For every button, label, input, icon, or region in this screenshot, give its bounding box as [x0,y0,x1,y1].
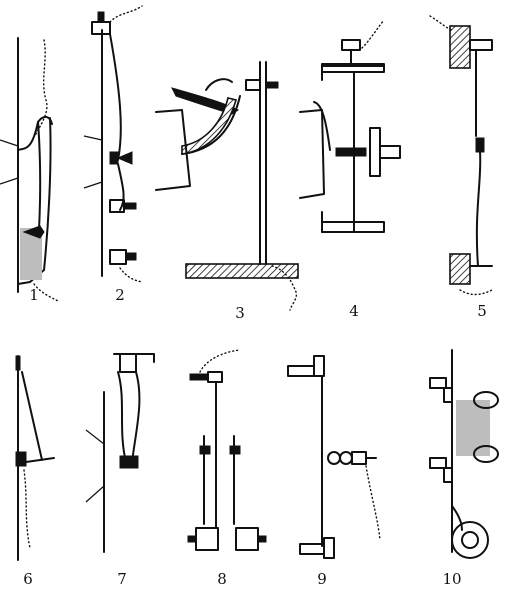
figure-2: 2 [83,5,143,304]
fig4-weight-disc [369,127,381,177]
figure-5: 5 [429,15,493,320]
fig3-clamp [245,79,261,91]
fig2-carbon-point [116,151,133,165]
fig4-lead-wire-top [361,19,385,49]
fig10-top-post [443,387,453,403]
fig5-lead-wire-bottom [459,289,493,296]
fig9-top-bracket [287,365,315,377]
fig4-lead-wire [313,101,331,151]
fig5-top-block [449,25,471,69]
figure-7: 7 [85,353,155,588]
fig9-ring-right [339,451,353,465]
fig8-top-screw [189,373,209,381]
fig9-lead-wire [365,465,381,541]
figure-4-label: 4 [349,302,359,320]
figure-9-label: 9 [317,570,327,588]
figure-6-label: 6 [23,570,33,588]
fig5-lead-wire-top [429,15,453,31]
fig10-bottom-cell [473,445,499,463]
figure-3-label: 3 [235,304,245,322]
figure-7-label: 7 [117,570,127,588]
fig2-lead-wire-bottom [119,267,143,283]
fig8-right-screw [257,535,267,543]
fig10-middle-post [443,467,453,483]
fig2-spring-arm [109,33,122,161]
fig3-clamp-screw [265,81,279,89]
fig3-lead-wire-bottom [271,265,298,311]
fig8-top-bracket [207,371,223,383]
figure-3: 3 [155,61,299,322]
fig2-mouthpiece-lower [83,181,103,189]
fig2-bottom-clamp [109,249,127,265]
fig5-bottom-block [449,253,471,285]
fig8-left-contact [199,445,211,455]
fig7-spring-right [131,371,141,463]
fig6-top-clamp [15,355,21,371]
fig3-lead-wire [205,78,233,91]
figure-1-label: 1 [29,286,39,304]
fig1-carbon-button [22,225,45,239]
figure-5-label: 5 [477,302,487,320]
fig4-carbon-stack [335,147,367,157]
fig9-clamp [351,451,367,465]
figure-1: 1 [0,37,61,304]
fig3-diaphragm [181,97,237,155]
fig2-adjust-screw [123,202,137,210]
fig4-mouthpiece [299,109,325,199]
fig1-mouthpiece-upper [0,139,19,147]
fig10-weight-wheel [451,521,489,559]
fig7-spring-left [117,371,127,463]
fig7-top-block [119,353,137,373]
fig4-top-knob [341,39,361,51]
fig6-adjust-screw [25,457,55,463]
fig8-right-foot [235,527,259,551]
fig8-right-contact [229,445,241,455]
fig5-top-bracket [469,39,493,51]
fig1-lead-wire-bottom [33,283,61,303]
fig2-top-screw [97,11,105,23]
fig1-carbon-chamber [20,228,42,280]
figure-10-label: 10 [442,570,461,588]
figure-9: 9 [287,355,381,588]
fig9-bottom-post [323,537,335,559]
fig7-mouthpiece-upper [85,429,105,445]
fig8-lead-wire-top [199,349,241,373]
fig1-lead-wire-top [35,39,48,135]
figure-6: 6 [15,355,55,588]
fig10-top-cell [473,391,499,409]
fig4-adjust-knob [379,145,401,159]
fig10-spring [451,505,463,531]
fig1-mouthpiece-lower [0,177,19,185]
fig9-top-post [313,355,325,377]
fig10-top-bracket [429,377,447,389]
fig10-wheel-hub [461,531,479,549]
fig8-left-foot [195,527,219,551]
fig9-bottom-bracket [299,543,325,555]
fig8-left-screw [187,535,197,543]
fig5-contact [475,137,485,153]
fig10-middle-bracket [429,457,447,469]
fig2-bottom-screw [125,252,137,261]
fig3-base [185,263,299,279]
figure-8-label: 8 [217,570,227,588]
fig2-lower-spring [117,163,125,211]
fig1-diaphragm-outer [17,117,52,285]
fig2-lead-wire-top [109,5,143,23]
fig3-mouthpiece [155,109,191,191]
fig6-arm [21,371,43,461]
fig6-lead-wire [23,469,31,549]
figure-8: 8 [187,349,267,588]
fig7-mouthpiece-lower [85,485,105,503]
fig2-mouthpiece-upper [83,135,103,141]
figure-2-label: 2 [115,286,125,304]
fig9-ring-left [327,451,341,465]
figure-4: 4 [299,19,401,320]
fig7-carbon-block [119,455,139,469]
figure-10: 10 [429,349,499,588]
fig5-spring [475,151,482,267]
fig6-contact [15,451,27,467]
fig1-contact-spring [17,116,53,151]
